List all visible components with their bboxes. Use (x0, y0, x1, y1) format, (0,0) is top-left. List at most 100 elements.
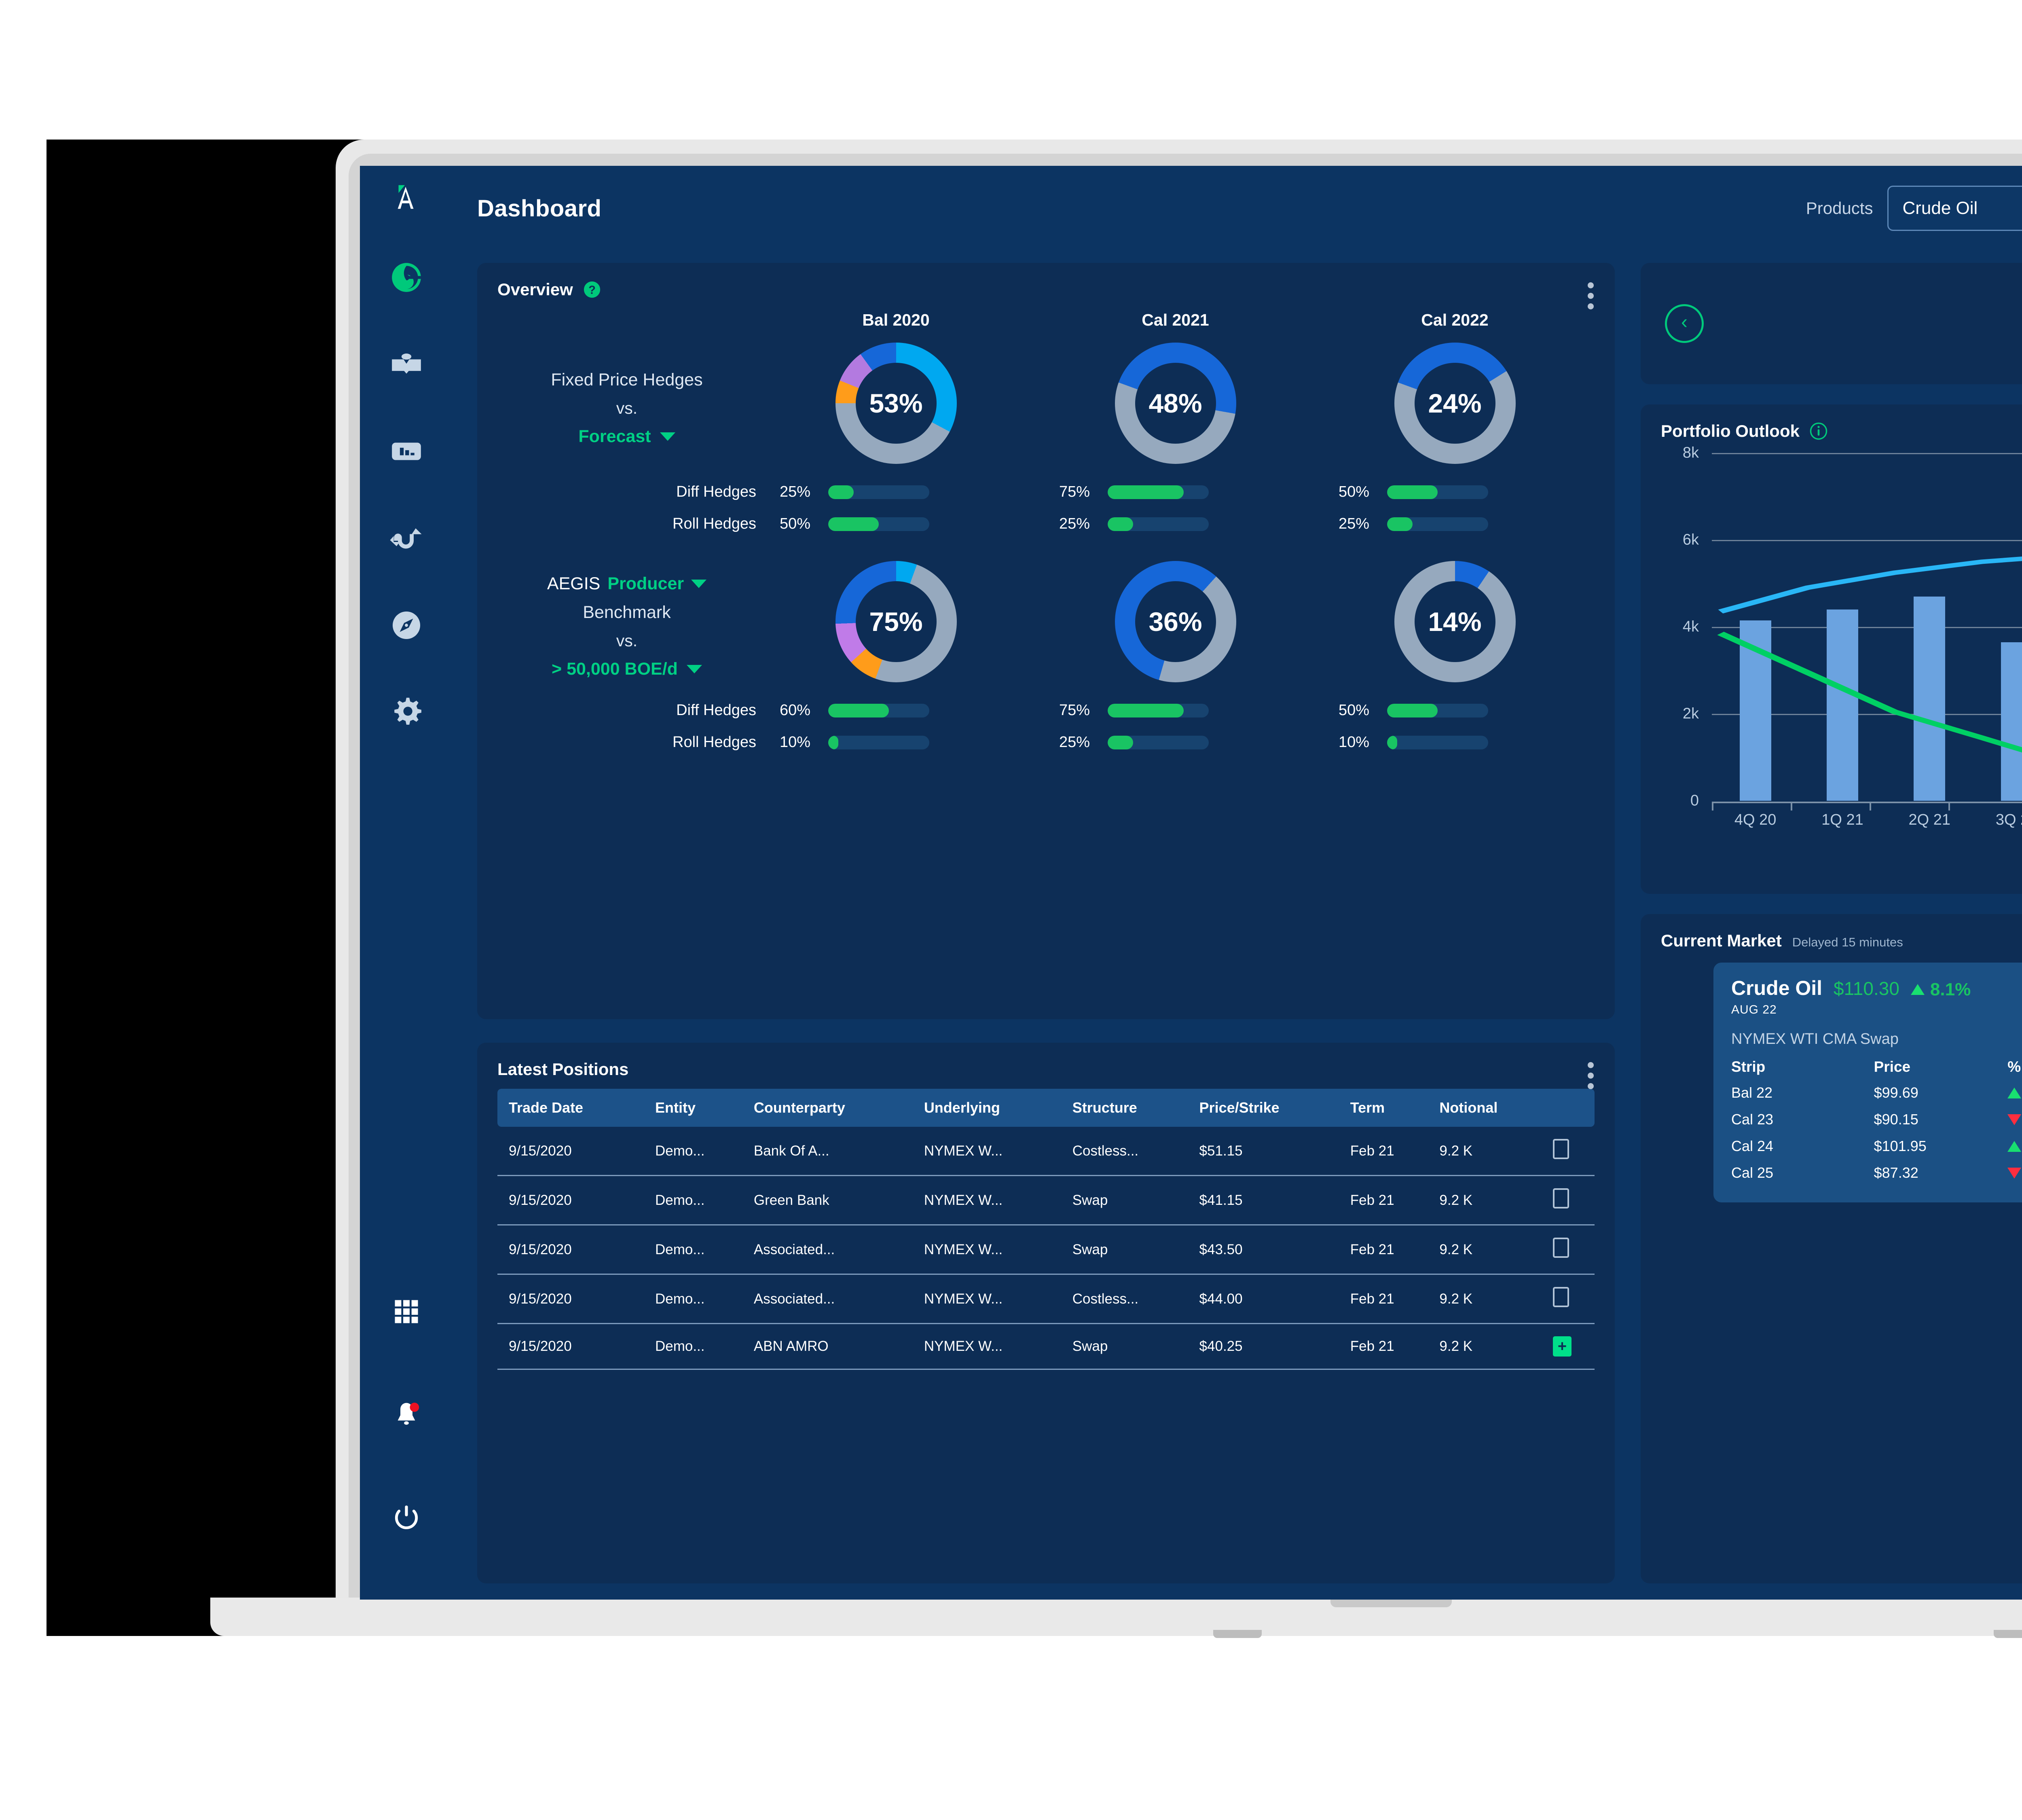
table-row[interactable]: 9/15/2020 Demo... Associated... NYMEX W.… (497, 1274, 1595, 1324)
info-icon[interactable] (1809, 422, 1828, 440)
sidebar-item-notifications[interactable] (360, 1393, 453, 1436)
gridline (1712, 627, 2022, 628)
products-value: Crude Oil (1902, 198, 1978, 218)
dashboard-content: Overview ? Bal 2020 Cal 2021 Cal 2022 (453, 251, 2022, 1600)
col-entity[interactable]: Entity (651, 1089, 750, 1127)
donut-value: 36% (1148, 607, 1202, 637)
col-term[interactable]: Term (1346, 1089, 1436, 1127)
document-icon[interactable] (1552, 1238, 1569, 1258)
sidebar-item-library[interactable] (360, 343, 453, 385)
market-price: $110.30 (1834, 978, 1899, 999)
sidebar-item-apps[interactable] (360, 1290, 453, 1333)
current-market-title: Current Market (1661, 931, 1782, 950)
x-tick: 3Q 21 (1995, 811, 2022, 828)
overview-s1-forecast-select[interactable]: Forecast (578, 427, 675, 447)
app-logo[interactable] (391, 182, 422, 216)
cell-action[interactable] (1548, 1175, 1595, 1225)
document-icon[interactable] (1552, 1188, 1569, 1208)
cell-strip: Bal 22 (1731, 1084, 1773, 1101)
add-position-icon[interactable]: + (1552, 1336, 1571, 1357)
col-price-strike[interactable]: Price/Strike (1195, 1089, 1346, 1127)
bar-pct: 50% (780, 515, 811, 532)
sidebar-item-settings[interactable] (360, 691, 453, 733)
sidebar-item-dashboard[interactable] (360, 256, 453, 298)
cell-underlying: NYMEX W... (920, 1175, 1068, 1225)
y-tick: 0 (1690, 792, 1699, 809)
chart-bar[interactable] (1914, 597, 1946, 801)
overview-s2-row-label: Diff Hedges (676, 702, 756, 719)
bell-icon (398, 1402, 419, 1425)
col-underlying[interactable]: Underlying (920, 1089, 1068, 1127)
cell-price: $41.15 (1195, 1175, 1346, 1225)
sidebar-item-trades[interactable] (360, 517, 453, 559)
alert-read-more-link[interactable]: Read More (1704, 332, 2022, 351)
cell-trade-date: 9/15/2020 (497, 1127, 651, 1176)
market-card-crude-oil[interactable]: Crude Oil $110.30 8.1% AUG 22 NYMEX WTI … (1713, 963, 2022, 1202)
overview-s2-size-select[interactable]: > 50,000 BOE/d (552, 659, 702, 679)
col-structure[interactable]: Structure (1068, 1089, 1195, 1127)
triangle-up-icon (2007, 1141, 2022, 1152)
chart-bars (1712, 453, 2022, 801)
document-icon[interactable] (1552, 1287, 1569, 1307)
laptop-foot-left (1213, 1630, 1262, 1638)
col-notional[interactable]: Notional (1435, 1089, 1549, 1127)
latest-positions-title: Latest Positions (497, 1060, 629, 1079)
alert-prev-button[interactable]: ‹ (1665, 304, 1704, 343)
latest-positions-table: Trade Date Entity Counterparty Underlyin… (497, 1089, 1595, 1370)
cell-price: $87.32 (1874, 1164, 1918, 1181)
y-tick: 8k (1682, 444, 1699, 461)
table-row[interactable]: 9/15/2020 Demo... Associated... NYMEX W.… (497, 1225, 1595, 1275)
overview-s2-benchmark-select[interactable]: AEGIS Producer (547, 574, 707, 594)
table-row[interactable]: 9/15/2020 Demo... Bank Of A... NYMEX W..… (497, 1127, 1595, 1176)
bar-pct: 50% (1339, 702, 1370, 719)
cell-action[interactable] (1548, 1225, 1595, 1275)
col-actions (1548, 1089, 1595, 1127)
overview-menu-button[interactable] (1588, 282, 1594, 309)
col-trade-date[interactable]: Trade Date (497, 1089, 651, 1127)
donut-cal-2022: 24% (1394, 343, 1516, 464)
laptop-foot-right (1994, 1630, 2022, 1638)
cell-counterparty: Green Bank (749, 1175, 920, 1225)
progress-track (828, 735, 929, 749)
laptop-base (210, 1598, 2022, 1636)
overview-s2-row-label: Roll Hedges (673, 734, 756, 751)
overview-s1-line1: Fixed Price Hedges (551, 370, 703, 389)
bar-pct: 25% (1059, 515, 1090, 532)
question-mark-icon[interactable]: ? (583, 280, 601, 299)
col-counterparty[interactable]: Counterparty (749, 1089, 920, 1127)
document-icon[interactable] (1552, 1139, 1569, 1159)
chevron-down-icon (691, 580, 707, 588)
overview-s1-diff-bar: 75% (1036, 476, 1315, 508)
cell-action[interactable] (1548, 1274, 1595, 1324)
x-tick: 4Q 20 (1734, 811, 1777, 828)
sidebar-item-logout[interactable] (360, 1496, 453, 1539)
current-market-cards[interactable]: Crude Oil $110.30 8.1% AUG 22 NYMEX WTI … (1713, 963, 2022, 1202)
triangle-up-icon (2007, 1087, 2022, 1098)
top-bar-controls: Products Crude Oil Unit Unit 1 Companies… (1806, 186, 2022, 231)
chevron-left-icon: ‹ (1681, 311, 1688, 333)
chart-bar[interactable] (1826, 609, 1858, 801)
products-select[interactable]: Crude Oil (1887, 186, 2022, 231)
right-column: ‹ Natural Gas Alert: Weekly Gas Statisti… (1641, 263, 2022, 1583)
cell-action[interactable]: + (1548, 1323, 1595, 1370)
overview-s2-diff-bar: 75% (1036, 694, 1315, 726)
left-column: Overview ? Bal 2020 Cal 2021 Cal 2022 (477, 263, 1615, 1583)
sidebar-item-explore[interactable] (360, 604, 453, 646)
grid-apps-icon (395, 1300, 418, 1323)
sidebar-item-reports[interactable] (360, 430, 453, 472)
overview-s2-prefix: AEGIS (547, 574, 601, 593)
table-row[interactable]: 9/15/2020 Demo... Green Bank NYMEX W... … (497, 1175, 1595, 1225)
cell-action[interactable] (1548, 1127, 1595, 1176)
market-strip-table: Strip Price % Change DoD Bal 22 $99.69 1… (1731, 1054, 2022, 1186)
gear-icon (394, 697, 421, 725)
cell-price: $101.95 (1874, 1138, 1927, 1154)
overview-s2-line1: Producer (607, 574, 684, 593)
cell-term: Feb 21 (1346, 1175, 1436, 1225)
overview-s2-roll-bar: 25% (1036, 726, 1315, 758)
chevron-down-icon (660, 432, 675, 441)
cell-notional: 9.2 K (1435, 1274, 1549, 1324)
latest-positions-menu-button[interactable] (1588, 1062, 1594, 1089)
chart-bar[interactable] (2001, 642, 2022, 801)
table-row[interactable]: 9/15/2020 Demo... ABN AMRO NYMEX W... Sw… (497, 1323, 1595, 1370)
cell-price: $44.00 (1195, 1274, 1346, 1324)
